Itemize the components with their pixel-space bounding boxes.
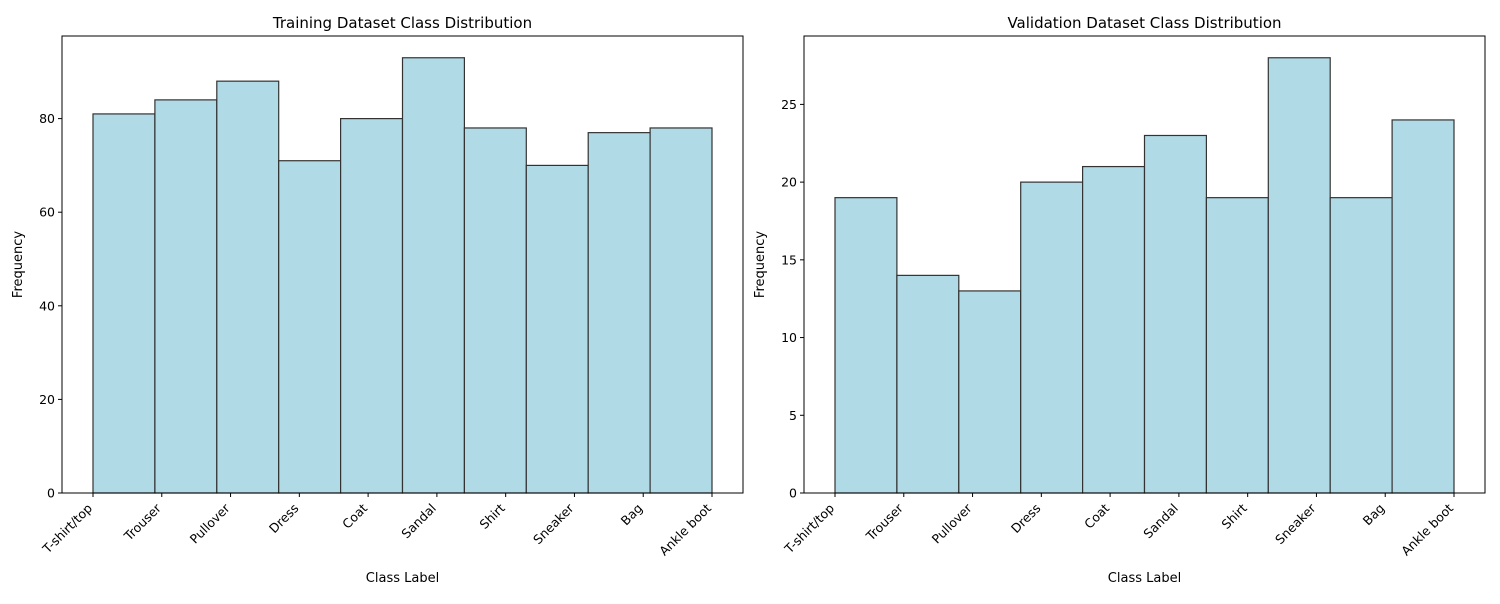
x-tick-label: Coat <box>339 500 370 531</box>
bar-shirt <box>463 127 527 494</box>
y-tick-label: 5 <box>789 408 797 423</box>
y-tick-label: 15 <box>781 252 797 267</box>
bar-shirt <box>1205 197 1269 494</box>
bar-coat <box>340 118 404 494</box>
x-tick-label: T-shirt/top <box>39 500 95 556</box>
validation-chart-title: Validation Dataset Class Distribution <box>1007 14 1281 32</box>
bar-dress <box>278 160 342 494</box>
x-tick-label: Ankle boot <box>656 500 714 558</box>
validation-y-ticks: 0 5 10 15 20 25 <box>781 97 804 501</box>
training-axes-frame <box>61 35 744 494</box>
training-y-ticks: 0 20 40 60 80 <box>39 111 62 501</box>
bar-trouser <box>896 274 960 494</box>
bar-t-shirt-top <box>92 113 156 494</box>
y-tick-label: 0 <box>789 486 797 501</box>
bar-sneaker <box>1267 57 1331 494</box>
validation-bars <box>834 57 1455 494</box>
bar-sandal <box>1143 134 1208 494</box>
bar-bag <box>587 132 651 494</box>
bar-pullover <box>958 290 1022 494</box>
x-tick-label: Dress <box>1008 501 1044 537</box>
training-y-axis-label: Frequency <box>11 231 26 298</box>
validation-x-axis-label: Class Label <box>1108 571 1181 586</box>
x-tick-label: Sneaker <box>530 500 577 547</box>
validation-chart-panel: Validation Dataset Class Distribution 0 5 1… <box>753 14 1486 586</box>
bar-ankle-boot <box>649 127 713 494</box>
y-tick-label: 80 <box>39 111 55 126</box>
x-tick-label: Pullover <box>187 500 234 547</box>
x-tick-label: Ankle boot <box>1398 500 1456 558</box>
y-tick-label: 20 <box>781 175 797 190</box>
bar-coat <box>1081 165 1146 494</box>
x-tick-label: Sandal <box>398 501 439 542</box>
bar-pullover <box>216 80 280 494</box>
x-tick-label: Sandal <box>1140 501 1181 542</box>
x-tick-label: Trouser <box>862 500 906 544</box>
y-tick-label: 60 <box>39 205 55 220</box>
training-bars <box>92 57 713 494</box>
bar-t-shirt-top <box>834 197 898 494</box>
x-tick-label: Bag <box>1360 501 1388 529</box>
x-tick-label: Pullover <box>929 500 976 547</box>
bar-ankle-boot <box>1391 119 1455 494</box>
y-tick-label: 0 <box>47 486 55 501</box>
bar-dress <box>1020 181 1084 494</box>
x-tick-label: Coat <box>1081 500 1112 531</box>
training-x-ticks: T-shirt/top Trouser Pullover Dress Coat Sanda… <box>39 493 714 558</box>
x-tick-label: Trouser <box>120 500 164 544</box>
y-tick-label: 20 <box>39 392 55 407</box>
x-tick-label: T-shirt/top <box>781 500 837 556</box>
training-chart-title: Training Dataset Class Distribution <box>272 14 532 32</box>
y-tick-label: 25 <box>781 97 797 112</box>
y-tick-label: 10 <box>781 330 797 345</box>
x-tick-label: Bag <box>618 501 646 529</box>
bar-bag <box>1329 197 1393 494</box>
training-chart-panel: Training Dataset Class Distribution 0 20 40… <box>11 14 744 586</box>
x-tick-label: Dress <box>266 501 302 537</box>
validation-y-axis-label: Frequency <box>753 231 768 298</box>
training-x-axis-label: Class Label <box>366 571 439 586</box>
validation-axes-frame <box>803 35 1486 494</box>
bar-sandal <box>401 57 466 494</box>
x-tick-label: Shirt <box>1218 500 1249 531</box>
bar-trouser <box>154 99 218 494</box>
validation-x-ticks: T-shirt/top Trouser Pullover Dress Coat Sanda… <box>781 493 1456 558</box>
x-tick-label: Sneaker <box>1272 500 1319 547</box>
bar-sneaker <box>525 164 589 494</box>
y-tick-label: 40 <box>39 298 55 313</box>
x-tick-label: Shirt <box>476 500 507 531</box>
